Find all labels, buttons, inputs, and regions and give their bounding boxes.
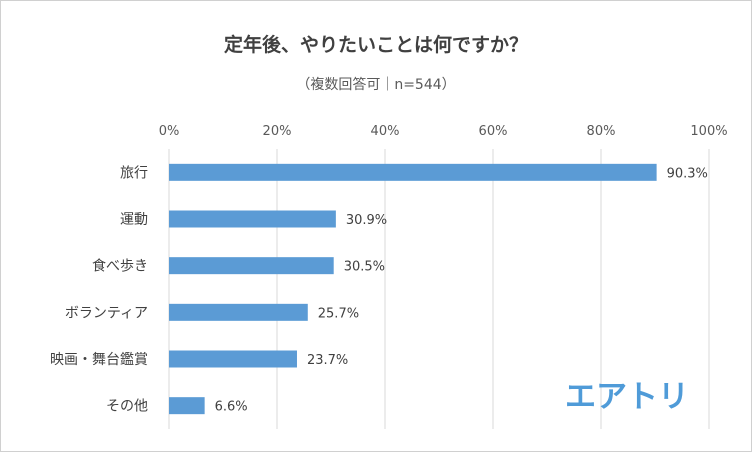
x-tick-label: 100%	[690, 124, 727, 139]
data-label: 23.7%	[307, 353, 348, 368]
data-label: 30.9%	[346, 213, 387, 228]
eatri-logo: エアトリ	[565, 379, 689, 415]
bar-5	[169, 397, 205, 415]
x-tick-label: 0%	[159, 124, 180, 139]
category-label: 映画・舞台鑑賞	[50, 351, 148, 368]
bar-3	[169, 303, 308, 321]
x-tick-label: 40%	[371, 124, 400, 139]
bar-0	[169, 163, 657, 181]
x-axis-ticks: 0% 20% 40% 60% 80% 100%	[159, 124, 728, 139]
logo-text: エアトリ	[565, 379, 689, 415]
bar-1	[169, 210, 336, 228]
category-label: その他	[106, 399, 148, 415]
x-tick-label: 20%	[263, 124, 292, 139]
data-labels: 90.3% 30.9% 30.5% 25.7% 23.7% 6.6%	[215, 166, 708, 414]
bar-4	[169, 350, 297, 368]
x-tick-label: 80%	[587, 124, 616, 139]
bar-2	[169, 257, 334, 275]
x-tick-label: 60%	[479, 124, 508, 139]
chart-subtitle: （複数回答可｜n=544）	[296, 77, 456, 93]
category-label: 運動	[120, 212, 148, 228]
chart-title: 定年後、やりたいことは何ですか？	[223, 34, 528, 56]
category-label: 旅行	[120, 165, 148, 181]
data-label: 90.3%	[667, 166, 708, 181]
data-label: 30.5%	[344, 260, 385, 275]
category-label: 食べ歩き	[92, 258, 148, 275]
data-label: 6.6%	[215, 400, 248, 415]
gridlines	[168, 149, 710, 429]
data-label: 25.7%	[318, 306, 359, 321]
bars	[169, 163, 657, 415]
category-label: ボランティア	[65, 305, 148, 321]
